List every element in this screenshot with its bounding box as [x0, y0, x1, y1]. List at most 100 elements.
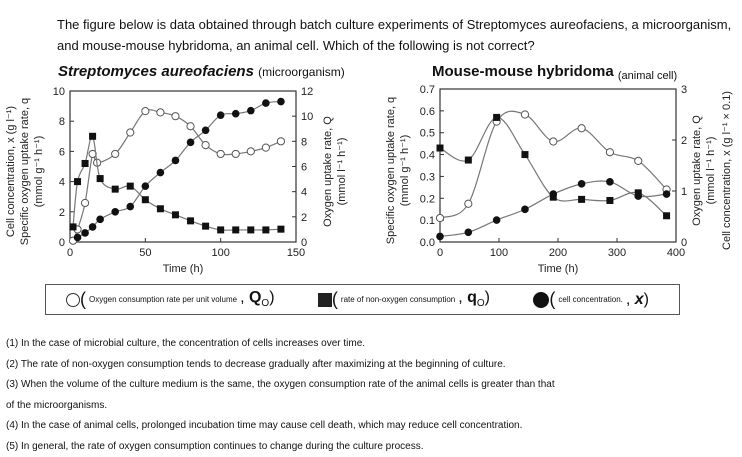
data-point-q_O	[465, 157, 472, 164]
data-point-q_O	[202, 223, 209, 230]
x-axis-label: Time (h)	[163, 263, 204, 275]
data-point-Q_O	[262, 144, 269, 151]
filled-square-icon	[318, 293, 332, 307]
y-axis-label-left: (mmol g⁻¹ h⁻¹)	[33, 136, 45, 208]
data-point-q_O	[232, 226, 239, 233]
y-tick-label-left: 0.4	[420, 150, 435, 162]
fit-curve-x	[78, 102, 281, 238]
y-tick-label-left: 0.6	[420, 106, 435, 118]
fit-curve-Q_O	[73, 110, 281, 241]
data-point-q_O	[82, 160, 89, 167]
y-tick-label-right: 12	[301, 86, 313, 98]
data-point-q_O	[112, 186, 119, 193]
data-point-q_O	[521, 151, 528, 158]
data-point-x	[606, 178, 614, 186]
data-point-x	[465, 229, 473, 237]
data-point-q_O	[262, 226, 269, 233]
data-point-Q_O	[521, 111, 528, 118]
data-point-q_O	[187, 217, 194, 224]
y-tick-label-right: 2	[301, 212, 307, 224]
data-point-x	[247, 107, 255, 115]
y-tick-label-right: 2	[681, 135, 687, 147]
data-point-x	[157, 169, 165, 177]
data-point-q_O	[142, 196, 149, 203]
data-point-Q_O	[112, 150, 119, 157]
data-point-x	[521, 206, 529, 214]
data-point-Q_O	[606, 149, 613, 156]
plot-frame	[440, 89, 676, 242]
data-point-Q_O	[550, 138, 557, 145]
option-2: (2) The rate of non-oxygen consumption t…	[6, 355, 731, 376]
data-point-x	[126, 203, 134, 211]
data-point-q_O	[70, 223, 77, 230]
data-point-x	[172, 157, 180, 165]
legend-item-x: (cell concentration., x)	[533, 289, 649, 310]
data-point-x	[262, 99, 270, 107]
option-3-cont: of the microorganisms.	[6, 396, 731, 417]
y-axis-label-right: (mmol l⁻¹ h⁻¹)	[336, 138, 348, 206]
y-axis-label-right: Cell concentration, x (g l⁻¹ × 0.1)	[721, 91, 733, 250]
data-point-q_O	[493, 114, 500, 121]
y-tick-label-left: 6	[59, 146, 65, 158]
data-point-Q_O	[635, 157, 642, 164]
y-tick-label-right: 3	[681, 84, 687, 96]
data-point-x	[111, 208, 119, 216]
data-point-Q_O	[81, 199, 88, 206]
x-tick-label: 100	[211, 247, 229, 259]
y-tick-label-left: 8	[59, 116, 65, 128]
legend: (Oxygen consumption rate per unit volume…	[45, 284, 680, 315]
y-tick-label-right: 0	[301, 237, 307, 249]
data-point-q_O	[277, 226, 284, 233]
data-point-x	[277, 98, 285, 106]
filled-circle-icon	[533, 292, 549, 308]
data-point-q_O	[127, 183, 134, 190]
data-point-Q_O	[172, 113, 179, 120]
data-point-x	[81, 229, 89, 237]
y-tick-label-left: 0.2	[420, 193, 435, 205]
y-tick-label-right: 8	[301, 136, 307, 148]
data-point-q_O	[74, 178, 81, 185]
y-tick-label-right: 0	[681, 237, 687, 249]
data-point-q_O	[606, 197, 613, 204]
legend-item-Q: (Oxygen consumption rate per unit volume…	[66, 289, 275, 310]
data-point-Q_O	[465, 200, 472, 207]
y-tick-label-left: 0	[59, 237, 65, 249]
y-tick-label-right: 1	[681, 186, 687, 198]
y-tick-label-left: 4	[59, 177, 65, 189]
legend-item-q: (rate of non-oxygen consumption, qO)	[318, 289, 490, 310]
y-tick-label-left: 2	[59, 207, 65, 219]
data-point-Q_O	[436, 214, 443, 221]
data-point-q_O	[157, 205, 164, 212]
data-point-x	[74, 234, 82, 242]
y-tick-label-left: 0.7	[420, 84, 435, 96]
data-point-x	[89, 223, 97, 231]
data-point-q_O	[437, 145, 444, 152]
y-tick-label-left: 0.0	[420, 237, 435, 249]
x-tick-label: 0	[67, 247, 73, 259]
y-tick-label-left: 0.5	[420, 128, 435, 140]
data-point-x	[634, 192, 642, 200]
x-axis-label: Time (h)	[538, 263, 579, 275]
data-point-q_O	[172, 211, 179, 218]
option-4: (4) In the case of animal cells, prolong…	[6, 416, 731, 437]
data-point-Q_O	[578, 125, 585, 132]
x-tick-label: 300	[608, 247, 626, 259]
data-point-Q_O	[247, 148, 254, 155]
data-point-Q_O	[142, 108, 149, 115]
answer-options: (1) In the case of microbial culture, th…	[6, 334, 731, 457]
x-tick-label: 200	[549, 247, 567, 259]
data-point-q_O	[97, 175, 104, 182]
data-point-Q_O	[277, 138, 284, 145]
y-tick-label-right: 10	[301, 111, 313, 123]
data-point-x	[663, 190, 671, 198]
y-tick-label-right: 6	[301, 162, 307, 174]
option-3: (3) When the volume of the culture mediu…	[6, 375, 731, 396]
data-point-x	[549, 190, 557, 198]
x-tick-label: 100	[490, 247, 508, 259]
y-axis-label-left: Specific oxygen uptake rate, q	[19, 98, 31, 245]
data-point-x	[578, 180, 586, 188]
data-point-Q_O	[157, 109, 164, 116]
y-tick-label-right: 4	[301, 187, 307, 199]
data-point-q_O	[663, 212, 670, 219]
fit-curve-q_O	[440, 117, 667, 215]
